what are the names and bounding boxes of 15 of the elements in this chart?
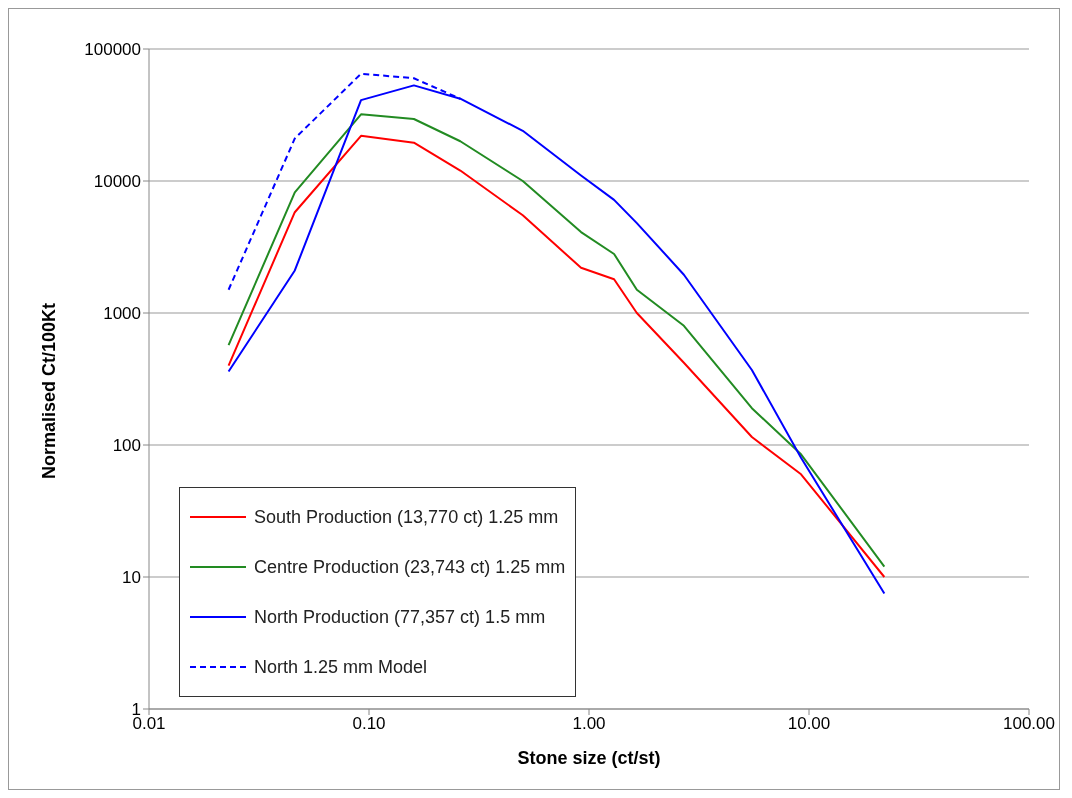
x-tick-label: 1.00 — [572, 714, 606, 734]
y-tick-label: 100000 — [84, 40, 141, 60]
legend-label: Centre Production (23,743 ct) 1.25 mm — [254, 556, 566, 578]
x-axis-title: Stone size (ct/st) — [517, 748, 661, 768]
y-tick-label: 100 — [112, 436, 141, 456]
y-tick-label: 10 — [122, 568, 141, 588]
y-axis-title: Normalised Ct/100Kt — [39, 302, 60, 479]
y-tick-label: 10000 — [93, 172, 141, 192]
y-tick-label: 1000 — [103, 304, 141, 324]
x-tick-label: 100.00 — [1003, 714, 1055, 734]
legend-label: North 1.25 mm Model — [254, 656, 428, 678]
x-tick-label: 10.00 — [787, 714, 831, 734]
x-tick-label: 0.10 — [352, 714, 386, 734]
legend-label: North Production (77,357 ct) 1.5 mm — [254, 606, 546, 628]
legend-label: South Production (13,770 ct) 1.25 mm — [254, 506, 559, 528]
